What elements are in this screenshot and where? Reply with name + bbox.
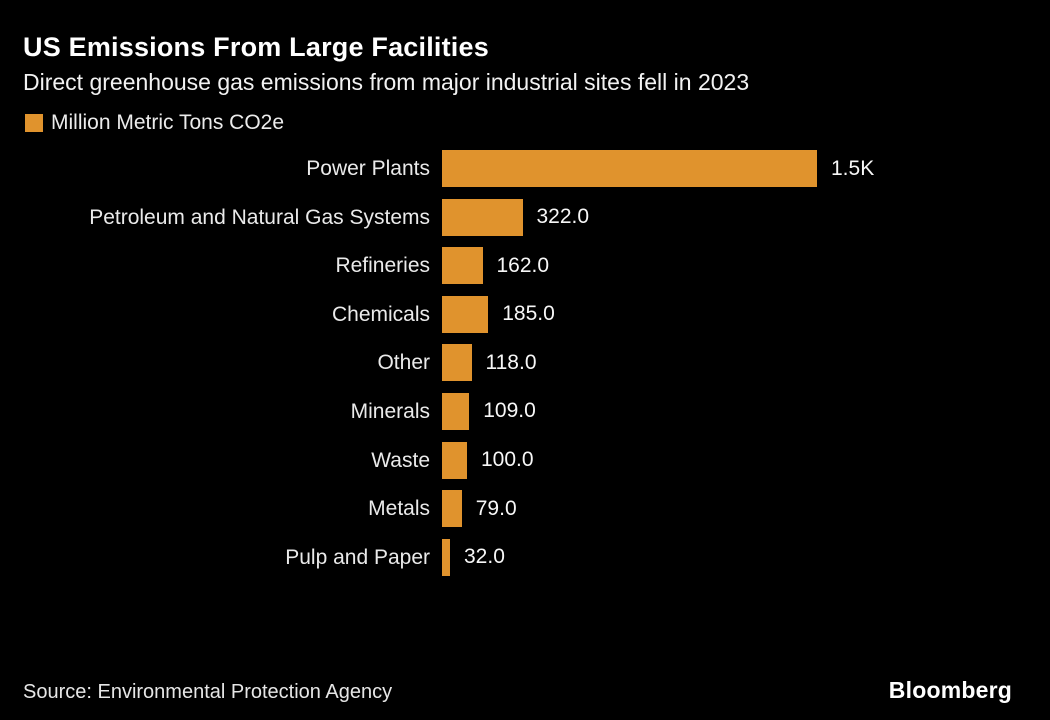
category-label: Power Plants [306,157,430,180]
bar-row: Minerals 109.0 [0,392,1050,430]
category-label: Petroleum and Natural Gas Systems [89,205,430,229]
value-label: 185.0 [502,302,555,326]
bar [442,247,483,285]
chart-title: US Emissions From Large Facilities [23,32,489,62]
bar-row: Pulp and Paper 32.0 [0,538,1050,576]
value-label: 79.0 [475,496,517,520]
bar-chart: Power Plants 1.5K Petroleum and Natural Ga… [0,150,1050,576]
bar [442,295,489,333]
category-label: Chemicals [331,302,430,326]
bar-row: Other 118.0 [0,344,1050,382]
value-label: 100.0 [481,448,534,472]
category-label: Other [377,351,430,375]
bar [442,441,467,479]
chart-header: US Emissions From Large Facilities Direc… [0,0,1050,98]
legend-swatch-icon [25,113,43,132]
bloomberg-logo: Bloomberg [888,677,1012,703]
bar-row: Waste 100.0 [0,441,1050,479]
bar-row: Power Plants 1.5K [0,150,1050,187]
bar-row: Chemicals 185.0 [0,295,1050,333]
bar-row: Refineries 162.0 [0,247,1050,285]
value-label: 32.0 [464,545,505,569]
bar [442,344,472,382]
source-note: Source: Environmental Protection Agency [23,681,393,703]
bar [442,198,523,236]
value-label: 118.0 [485,350,537,374]
value-label: 1.5K [831,156,875,180]
bar-row: Petroleum and Natural Gas Systems 322.0 [0,198,1050,236]
legend-label: Million Metric Tons CO2e [51,111,285,134]
legend: Million Metric Tons CO2e [25,112,1050,133]
category-label: Waste [371,448,430,472]
bar-row: Metals 79.0 [0,490,1050,528]
chart-subtitle: Direct greenhouse gas emissions from maj… [23,69,750,95]
bar [442,150,817,187]
bar [442,538,450,576]
bar [442,392,470,430]
chart-footer: Source: Environmental Protection Agency … [0,677,1050,720]
category-label: Metals [368,497,430,521]
bar [442,490,462,528]
value-label: 322.0 [536,205,590,229]
value-label: 109.0 [483,399,536,423]
category-label: Refineries [335,254,430,278]
category-label: Pulp and Paper [285,545,430,569]
value-label: 162.0 [496,253,550,277]
category-label: Minerals [350,399,430,423]
